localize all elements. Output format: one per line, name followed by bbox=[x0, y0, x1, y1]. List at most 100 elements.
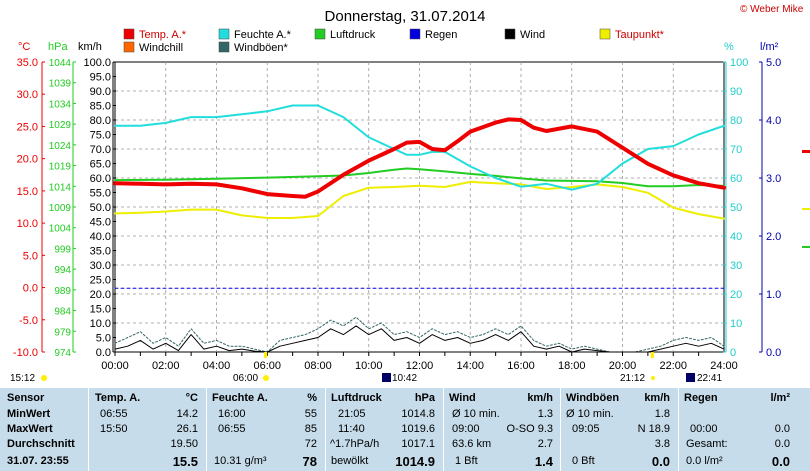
axes: 35.0 30.0 25.0 20.0 15.0 10.0 5.0 0.0 -5.0 -10.0 1… bbox=[13, 57, 781, 359]
legend-swatch bbox=[218, 28, 230, 40]
cell: 15.5 bbox=[172, 454, 198, 469]
cell: 78 bbox=[302, 454, 317, 469]
series-line bbox=[113, 117, 726, 199]
cell: 0.0 l/m² bbox=[686, 455, 723, 467]
left-time-label: 15:12 bbox=[10, 373, 35, 384]
row-label: MaxWert bbox=[7, 423, 53, 435]
statistics-table: Sensor Temp. A. °C Feuchte A. % Luftdruc… bbox=[0, 388, 810, 471]
wind-axis-label: 20.0 bbox=[90, 289, 111, 301]
wind-axis-label: 30.0 bbox=[90, 260, 111, 272]
cell: Ø 10 min. bbox=[566, 408, 614, 420]
cell: 09:05 bbox=[572, 423, 600, 435]
temp-axis-label: 35.0 bbox=[17, 57, 38, 69]
wind-axis-label: 95.0 bbox=[90, 72, 111, 84]
header-wind-unit: km/h bbox=[527, 392, 553, 404]
wind-axis-label: 10.0 bbox=[90, 318, 111, 330]
temp-axis-label: 20.0 bbox=[17, 154, 38, 166]
cell: 00:00 bbox=[690, 423, 718, 435]
cell: 1 Bft bbox=[455, 455, 478, 467]
temp-axis-label: 0.0 bbox=[23, 283, 38, 295]
header-humidity: Feuchte A. bbox=[212, 392, 268, 404]
x-tick-label: 24:00 bbox=[710, 360, 738, 372]
legend-swatch bbox=[409, 28, 421, 40]
pressure-axis-label: 1034 bbox=[49, 99, 72, 110]
header-gust: Windböen bbox=[566, 392, 620, 404]
cell: 1017.1 bbox=[401, 438, 435, 450]
cell: 0.0 bbox=[771, 454, 790, 469]
sunrise-label: 06:00 bbox=[233, 373, 258, 384]
moonrise-icon bbox=[382, 373, 391, 382]
humidity-axis-label: 50 bbox=[730, 202, 742, 214]
legend-label: Taupunkt* bbox=[615, 29, 665, 41]
legend-swatch bbox=[504, 28, 516, 40]
edge-mark-pressure bbox=[802, 246, 810, 248]
rain-axis-label: 3.0 bbox=[766, 173, 781, 185]
wind-axis-label: 15.0 bbox=[90, 304, 111, 316]
chart-title: Donnerstag, 31.07.2014 bbox=[325, 8, 486, 25]
cell: 1.8 bbox=[654, 408, 670, 420]
table-row-current: 31.07. 23:55 15.5 10.31 g/m³ 78 bewölkt … bbox=[0, 453, 810, 470]
table-divider bbox=[206, 388, 207, 471]
cell: 11:40 bbox=[338, 423, 365, 435]
legend-label: Wind bbox=[520, 29, 545, 41]
humidity-axis-label: 0 bbox=[730, 347, 736, 359]
cell: O-SO 9.3 bbox=[506, 423, 553, 435]
humidity-axis-label: 70 bbox=[730, 144, 742, 156]
cell: 21:05 bbox=[338, 408, 366, 420]
humidity-axis-label: 60 bbox=[730, 173, 742, 185]
pressure-axis-label: 1004 bbox=[49, 224, 72, 235]
pressure-axis-label: 1029 bbox=[49, 120, 72, 131]
pressure-axis-label: 1009 bbox=[49, 203, 72, 214]
wind-axis-label: 70.0 bbox=[90, 144, 111, 156]
cell: 1.4 bbox=[534, 454, 553, 469]
table-row: Durchschnitt 19.50 72 ^1.7hPa/h 1017.1 6… bbox=[0, 437, 810, 452]
cell: 1019.6 bbox=[401, 423, 435, 435]
wind-axis-label: 40.0 bbox=[90, 231, 111, 243]
header-gust-unit: km/h bbox=[644, 392, 670, 404]
humidity-unit: % bbox=[724, 41, 734, 53]
pressure-axis-label: 1039 bbox=[49, 79, 72, 90]
wind-axis-label: 60.0 bbox=[90, 173, 111, 185]
legend-label: Windböen* bbox=[234, 42, 289, 54]
legend-swatch bbox=[123, 28, 135, 40]
header-temp: Temp. A. bbox=[95, 392, 141, 404]
humidity-axis-label: 30 bbox=[730, 260, 742, 272]
cell: 0.0 bbox=[774, 423, 790, 435]
sunset-tick bbox=[651, 352, 654, 358]
header-wind: Wind bbox=[449, 392, 476, 404]
cell: 15:50 bbox=[100, 423, 128, 435]
header-humidity-unit: % bbox=[307, 392, 317, 404]
row-label: MinWert bbox=[7, 408, 51, 420]
header-sensor: Sensor bbox=[7, 392, 45, 404]
cell: 0 Bft bbox=[572, 455, 595, 467]
sunset-label: 21:12 bbox=[620, 373, 645, 384]
series-line bbox=[114, 167, 725, 188]
legend-swatch bbox=[123, 41, 135, 53]
cell: 0.0 bbox=[774, 438, 790, 450]
wind-axis-label: 75.0 bbox=[90, 130, 111, 142]
humidity-axis-label: 10 bbox=[730, 318, 742, 330]
pressure-axis-label: 974 bbox=[54, 348, 71, 359]
temp-axis-label: -5.0 bbox=[19, 315, 38, 327]
cell: bewölkt bbox=[331, 455, 369, 467]
temp-axis-label: 25.0 bbox=[17, 121, 38, 133]
cell: 3.8 bbox=[654, 438, 670, 450]
series-layer bbox=[113, 104, 726, 353]
cell: ^1.7hPa/h bbox=[330, 438, 380, 450]
row-label: 31.07. 23:55 bbox=[7, 455, 69, 467]
cell: 10.31 g/m³ bbox=[214, 455, 267, 467]
x-tick-label: 14:00 bbox=[456, 360, 484, 372]
sun-icon bbox=[41, 375, 47, 381]
header-rain: Regen bbox=[684, 392, 718, 404]
pressure-axis-label: 999 bbox=[54, 244, 71, 255]
sun-moon-markers: 15:12 06:00 10:42 21:12 22:41 bbox=[10, 352, 722, 384]
edge-mark-temp bbox=[802, 150, 810, 153]
legend-label: Regen bbox=[425, 29, 457, 41]
pressure-axis-label: 1014 bbox=[49, 182, 72, 193]
cell: 14.2 bbox=[176, 408, 198, 420]
wind-axis-label: 90.0 bbox=[90, 86, 111, 98]
series-line bbox=[114, 325, 725, 353]
humidity-axis-label: 90 bbox=[730, 86, 742, 98]
table-header-row: Sensor Temp. A. °C Feuchte A. % Luftdruc… bbox=[0, 391, 810, 406]
wind-axis-label: 55.0 bbox=[90, 188, 111, 200]
